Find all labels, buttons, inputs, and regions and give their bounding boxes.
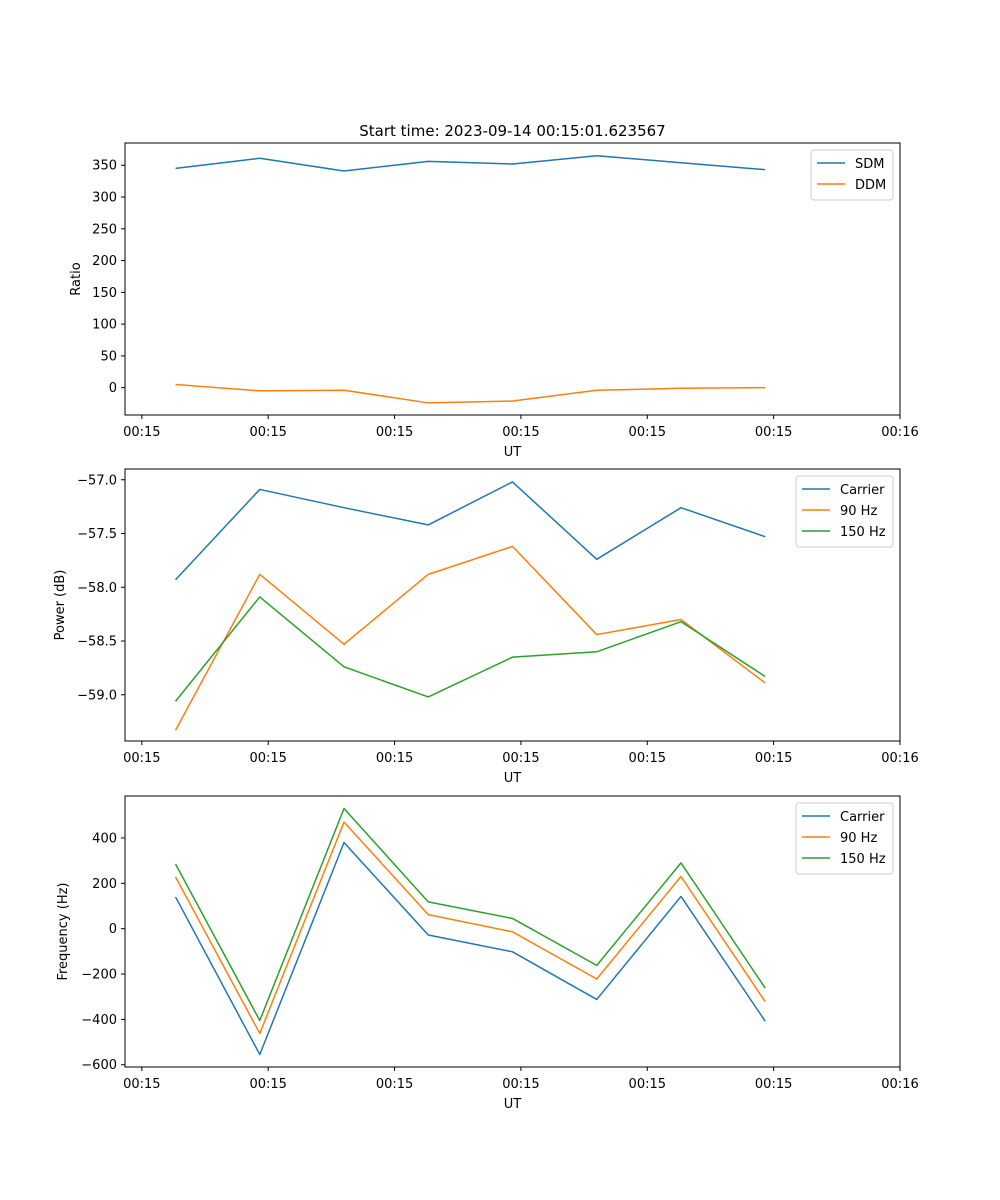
frequency-legend-label: 90 Hz bbox=[840, 831, 877, 846]
power-x-tick-label: 00:15 bbox=[376, 751, 413, 766]
power-series-carrier bbox=[174, 481, 766, 581]
frequency-x-tick-label: 00:15 bbox=[123, 1077, 160, 1092]
power-x-tick-label: 00:15 bbox=[629, 751, 666, 766]
ratio-x-tick-label: 00:15 bbox=[755, 425, 792, 440]
ratio-y-tick-label: 200 bbox=[92, 254, 117, 269]
ratio-x-tick-label: 00:15 bbox=[249, 425, 286, 440]
ratio-y-tick-label: 50 bbox=[100, 349, 117, 364]
frequency-x-axis-label: UT bbox=[504, 1097, 522, 1112]
power-y-tick-label: −57.0 bbox=[77, 473, 117, 488]
power-legend-label: 150 Hz bbox=[840, 525, 886, 540]
frequency-axes-frame bbox=[124, 795, 901, 1068]
frequency-y-tick-label: 0 bbox=[109, 922, 117, 937]
frequency-x-tick-label: 00:15 bbox=[502, 1077, 539, 1092]
ratio-y-tick-label: 0 bbox=[109, 381, 117, 396]
frequency-x-tick-label: 00:15 bbox=[755, 1077, 792, 1092]
power-legend-label: Carrier bbox=[840, 483, 885, 498]
frequency-y-tick-label: −200 bbox=[81, 968, 117, 983]
power-y-tick-label: −58.5 bbox=[77, 635, 117, 650]
power-y-axis-label: Power (dB) bbox=[53, 570, 68, 641]
frequency-y-tick-label: −600 bbox=[81, 1058, 117, 1073]
frequency-x-tick-label: 00:15 bbox=[629, 1077, 666, 1092]
power-x-tick-label: 00:15 bbox=[755, 751, 792, 766]
frequency-x-tick-label: 00:16 bbox=[881, 1077, 918, 1092]
power-legend bbox=[795, 475, 894, 548]
frequency-y-axis-label: Frequency (Hz) bbox=[56, 882, 71, 980]
ratio-panel: 00:15 00:15 00:15 00:15 00:15 00:15 00:16 0 50 10… bbox=[69, 142, 919, 460]
power-axes-frame bbox=[124, 468, 901, 742]
ratio-x-tick-label: 00:15 bbox=[502, 425, 539, 440]
ratio-y-tick-label: 300 bbox=[92, 191, 117, 206]
power-series-90-hz bbox=[174, 545, 766, 731]
figure-title: Start time: 2023-09-14 00:15:01.623567 bbox=[359, 122, 665, 140]
ratio-legend-label: SDM bbox=[855, 157, 884, 172]
power-x-tick-label: 00:15 bbox=[123, 751, 160, 766]
power-series-150-hz bbox=[174, 596, 766, 702]
ratio-y-tick-label: 250 bbox=[92, 222, 117, 237]
ratio-x-tick-label: 00:15 bbox=[123, 425, 160, 440]
ratio-series-sdm bbox=[175, 154, 766, 172]
ratio-y-axis-label: Ratio bbox=[69, 262, 84, 295]
ratio-x-tick-label: 00:16 bbox=[881, 425, 918, 440]
ratio-x-axis-label: UT bbox=[504, 445, 522, 460]
frequency-y-tick-label: 200 bbox=[92, 877, 117, 892]
power-x-axis-label: UT bbox=[504, 771, 522, 786]
power-y-tick-label: −57.5 bbox=[77, 527, 117, 542]
power-y-tick-label: −59.0 bbox=[77, 688, 117, 703]
ratio-y-tick-label: 100 bbox=[92, 318, 117, 333]
power-x-tick-label: 00:15 bbox=[502, 751, 539, 766]
ratio-x-tick-label: 00:15 bbox=[376, 425, 413, 440]
ratio-series-ddm bbox=[175, 383, 766, 404]
power-x-tick-label: 00:15 bbox=[249, 751, 286, 766]
frequency-legend bbox=[795, 802, 894, 875]
frequency-panel: 00:15 00:15 00:15 00:15 00:15 00:15 00:16 −600 −… bbox=[56, 795, 919, 1112]
power-x-tick-label: 00:16 bbox=[881, 751, 918, 766]
frequency-y-tick-label: −400 bbox=[81, 1013, 117, 1028]
frequency-legend-label: Carrier bbox=[840, 810, 885, 825]
frequency-x-tick-label: 00:15 bbox=[376, 1077, 413, 1092]
frequency-series-150-hz bbox=[174, 807, 766, 1022]
frequency-x-tick-label: 00:15 bbox=[249, 1077, 286, 1092]
ratio-x-tick-label: 00:15 bbox=[629, 425, 666, 440]
ratio-y-tick-label: 350 bbox=[92, 159, 117, 174]
ratio-y-tick-label: 150 bbox=[92, 286, 117, 301]
ratio-axes-frame bbox=[124, 142, 901, 416]
power-legend-label: 90 Hz bbox=[840, 504, 877, 519]
ratio-legend-label: DDM bbox=[855, 178, 886, 193]
frequency-y-tick-label: 400 bbox=[92, 831, 117, 846]
frequency-series-90-hz bbox=[174, 821, 766, 1035]
frequency-legend-label: 150 Hz bbox=[840, 852, 886, 867]
power-panel: 00:15 00:15 00:15 00:15 00:15 00:15 00:16 −59.0… bbox=[53, 468, 919, 786]
frequency-series-carrier bbox=[174, 841, 766, 1056]
power-y-tick-label: −58.0 bbox=[77, 581, 117, 596]
